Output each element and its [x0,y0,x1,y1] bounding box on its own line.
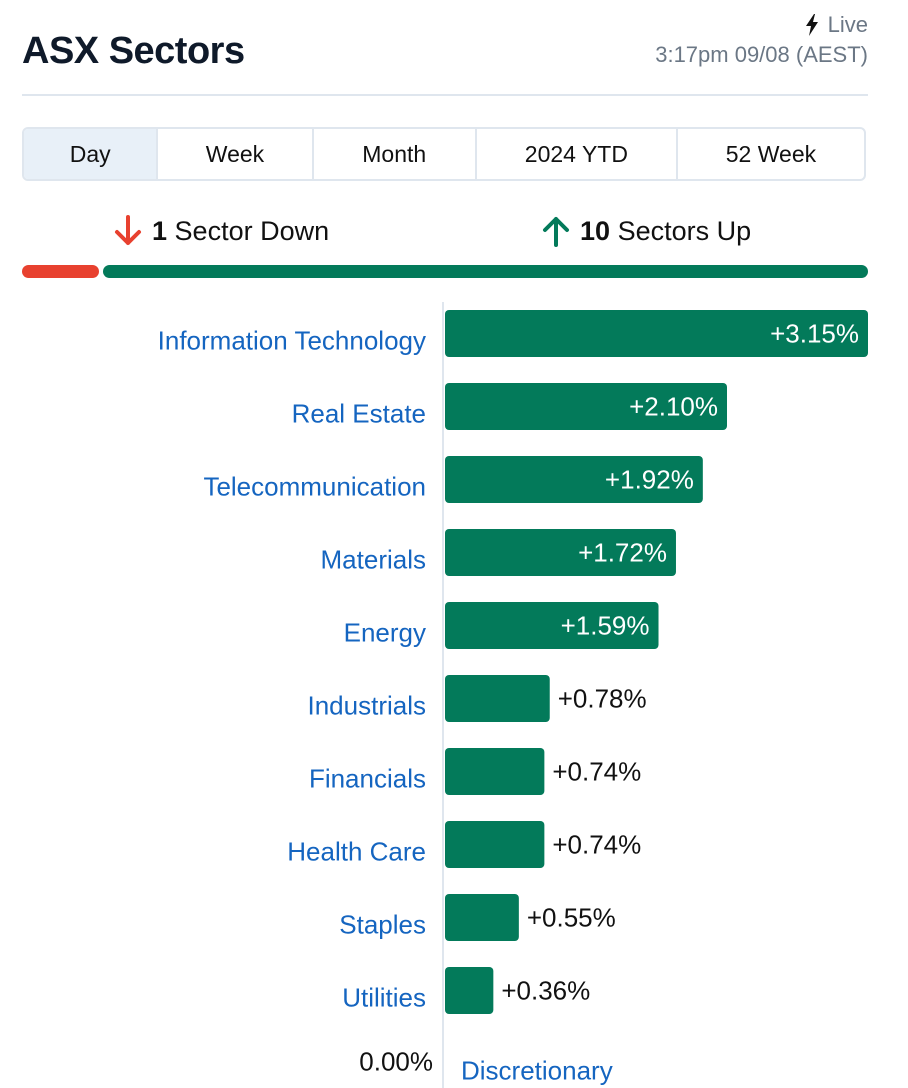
up-label: Sectors Up [617,215,752,246]
tab-month[interactable]: Month [314,129,477,179]
down-count: 1 [152,215,168,246]
breadth-bar-down [22,265,99,278]
category-label[interactable]: Telecommunication [203,472,426,502]
arrow-down-icon [115,215,141,245]
tab-52-week[interactable]: 52 Week [725,140,817,167]
sectors-down-summary: 1 Sector Down [114,214,329,248]
header: ASX Sectors Live 3:17pm 09/08 (AEST) [22,0,868,96]
lightning-icon [805,14,818,36]
bar [445,602,659,649]
category-label[interactable]: Utilities [342,983,426,1013]
down-label: Sector Down [174,215,330,246]
category-label[interactable]: Staples [339,910,426,940]
category-label[interactable]: Real Estate [292,399,426,429]
breadth-bar-up [103,265,868,278]
sector-bar-chart: Information Technology +3.15% Real Estate +… [158,302,868,1088]
category-label[interactable]: Discretionary [461,1056,613,1086]
value-label: 0.00% [359,1047,433,1077]
value-label: +1.59% [561,611,650,641]
value-label: +2.10% [629,392,718,422]
bar [445,529,676,576]
timestamp: 3:17pm 09/08 (AEST) [655,42,868,67]
category-label[interactable]: Health Care [287,837,426,867]
value-label: +0.55% [527,903,616,933]
bar [445,456,703,503]
tab-2024-ytd[interactable]: 2024 YTD [477,129,678,179]
bar [445,894,519,941]
category-label[interactable]: Materials [321,545,426,575]
live-label: Live [827,12,868,37]
value-label: +0.78% [558,684,647,714]
bar [445,310,868,357]
bar [445,383,727,430]
bar [445,675,550,722]
category-label[interactable]: Industrials [308,691,427,721]
period-tabs: Day Week Month 2024 YTD 52 Week [22,127,866,181]
up-count: 10 [580,215,611,246]
sectors-up-summary: 10 Sectors Up [542,214,751,248]
bar [445,821,545,868]
value-label: +1.72% [578,538,667,568]
category-label[interactable]: Energy [344,618,426,648]
value-label: +0.74% [552,830,641,860]
value-label: +1.92% [605,465,694,495]
value-label: +0.74% [552,757,641,787]
bar [445,748,545,795]
bar [445,967,494,1014]
category-label[interactable]: Information Technology [158,326,426,356]
tab-week[interactable]: Week [158,129,314,179]
value-label: +0.36% [501,976,590,1006]
value-label: +3.15% [770,319,859,349]
arrow-up-icon [543,217,569,247]
page-title: ASX Sectors [22,30,245,72]
category-label[interactable]: Financials [309,764,426,794]
live-indicator: Live [804,12,868,38]
tab-day[interactable]: Day [24,129,159,179]
